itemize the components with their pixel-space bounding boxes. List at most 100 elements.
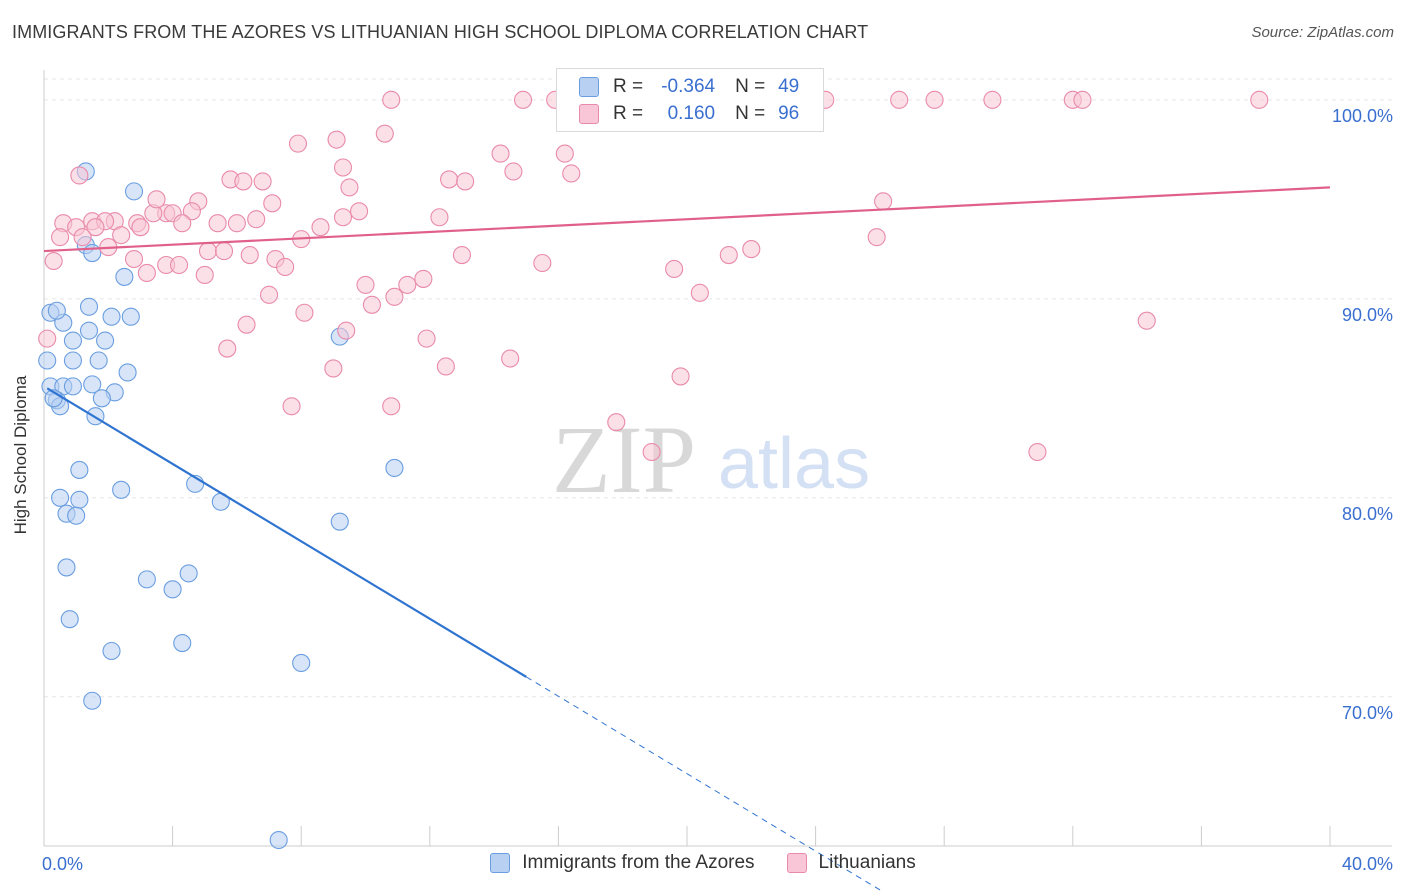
y-tick-label: 90.0%: [1342, 305, 1393, 325]
lithuanian-point: [375, 124, 394, 143]
lithuanian-point: [51, 228, 70, 247]
azores-point: [60, 610, 79, 629]
gridlines: [44, 78, 1392, 698]
lithuanian-point: [263, 194, 282, 213]
azores-point: [137, 570, 156, 589]
lithuanian-point: [491, 144, 510, 163]
azores-point: [83, 691, 102, 710]
azores-point: [385, 458, 404, 477]
lithuanian-point: [147, 190, 166, 209]
lithuanian-point: [86, 218, 105, 237]
azores-point: [57, 558, 76, 577]
lithuanian-point: [237, 315, 256, 334]
azores-point: [118, 363, 137, 382]
azores-point: [47, 301, 66, 320]
azores-point: [124, 182, 144, 201]
lithuanian-point: [925, 90, 944, 109]
lithuanian-point: [452, 245, 472, 265]
lithuanian-point: [288, 134, 308, 153]
azores-point: [269, 830, 288, 850]
lithuanian-point: [276, 257, 295, 277]
lithuanian-point: [124, 249, 144, 269]
lithuanian-point: [385, 287, 404, 306]
azores-point: [96, 331, 115, 350]
legend-n-label: N =: [735, 76, 766, 97]
azores-trend-line: [46, 387, 527, 678]
y-tick-label: 80.0%: [1342, 504, 1393, 524]
lithuanian-point: [690, 283, 709, 302]
lithuanian-point: [382, 397, 401, 416]
lithuanian-point: [337, 321, 356, 340]
axes: [43, 70, 1392, 847]
lithuanian-point: [504, 162, 523, 181]
lithuanian-point: [173, 214, 192, 233]
azores-point: [63, 331, 82, 350]
lithuanian-point: [350, 202, 369, 221]
azores-point: [112, 480, 131, 499]
series-swatch-azores: [490, 853, 511, 873]
chart-title: IMMIGRANTS FROM THE AZORES VS LITHUANIAN…: [12, 22, 869, 42]
lithuanian-point: [362, 295, 381, 314]
legend-row-azores: R = -0.364 N = 49: [557, 74, 799, 100]
legend-swatch-lithuanians: [579, 104, 599, 124]
azores-point: [70, 490, 89, 509]
stats-legend: R = -0.364 N = 49 R = 0.160 N = 96: [556, 68, 824, 132]
lithuanian-point: [333, 208, 353, 227]
lithuanian-point: [311, 218, 330, 237]
legend-n-lithuanians: 96: [778, 103, 800, 124]
series-name-azores: Immigrants from the Azores: [522, 852, 755, 873]
azores-point: [115, 267, 134, 286]
lithuanian-point: [70, 166, 89, 185]
azores-point: [121, 307, 140, 326]
lithuanian-trend-line: [43, 186, 1331, 253]
lithuanian-point: [253, 172, 272, 191]
lithuanian-point: [1028, 442, 1047, 462]
azores-point: [92, 389, 111, 408]
azores-point: [163, 580, 182, 599]
tick-labels: 70.0% 80.0% 90.0% 100.0% 0.0% 40.0%: [42, 106, 1393, 874]
lithuanian-point: [719, 245, 738, 265]
lithuanian-point: [867, 228, 886, 247]
lithuanian-point: [214, 242, 234, 261]
lithuanian-point: [533, 253, 552, 273]
legend-n-azores: 49: [778, 76, 800, 97]
lithuanian-point: [333, 158, 353, 177]
lithuanian-point: [137, 263, 156, 283]
lithuanian-point: [234, 172, 253, 191]
lithuanian-point: [430, 208, 449, 227]
lithuanian-point: [398, 275, 417, 294]
azores-point: [51, 488, 70, 507]
azores-point: [83, 244, 102, 263]
x-tick-label: 0.0%: [42, 854, 83, 874]
lithuanian-point: [562, 164, 581, 183]
azores-trend-extension: [525, 676, 885, 892]
azores-point: [83, 375, 102, 394]
azores-point: [38, 351, 57, 370]
azores-point: [89, 351, 108, 370]
lithuanian-point: [742, 240, 761, 259]
trend-lines: [43, 186, 1331, 892]
legend-n-label: N =: [735, 103, 766, 124]
legend-swatch-azores: [579, 77, 599, 97]
lithuanian-point: [340, 178, 359, 197]
series-legend-lithuanians[interactable]: Lithuanians: [786, 852, 916, 874]
azores-point: [179, 564, 198, 583]
lithuanian-point: [1137, 311, 1156, 330]
lithuanian-point: [1250, 90, 1269, 109]
lithuanian-point: [195, 265, 214, 284]
azores-point: [79, 297, 99, 316]
lithuanian-point: [501, 349, 520, 368]
lithuanian-point: [356, 275, 375, 294]
lithuanian-point: [240, 245, 259, 265]
lithuanian-point: [295, 303, 314, 322]
lithuanian-point: [38, 329, 57, 348]
series-legend-azores[interactable]: Immigrants from the Azores: [490, 852, 755, 874]
lithuanian-point: [436, 357, 455, 376]
lithuanian-point: [259, 285, 279, 304]
lithuanian-point: [227, 214, 246, 233]
lithuanian-point: [327, 130, 346, 149]
y-tick-label: 100.0%: [1332, 106, 1393, 126]
legend-r-label: R =: [613, 76, 644, 97]
lithuanian-point: [324, 359, 343, 378]
